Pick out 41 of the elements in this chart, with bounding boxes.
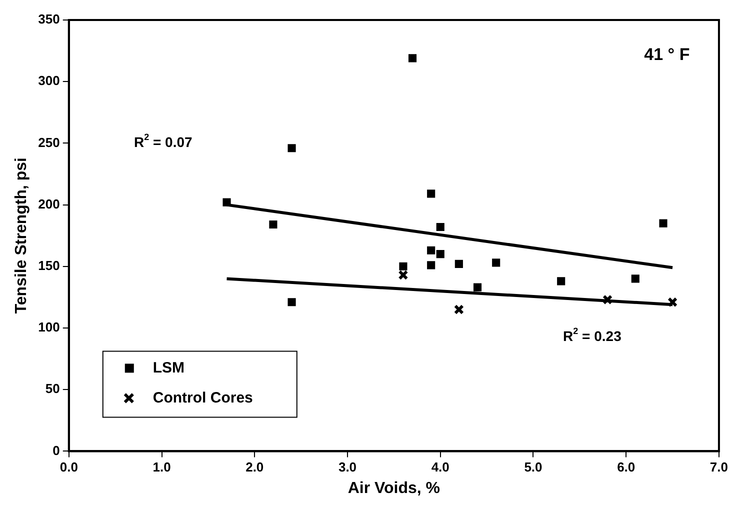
point: [399, 262, 408, 270]
x-axis-title: Air Voids, %: [348, 480, 440, 497]
point: [454, 304, 464, 315]
point: [436, 222, 444, 232]
point: [602, 294, 613, 305]
y-tick-label: 300: [38, 73, 60, 88]
legend-label: LSM: [152, 359, 185, 376]
x-tick-label: 1.0: [152, 460, 171, 475]
point: [427, 246, 436, 254]
x-tick-label: 7.0: [710, 460, 728, 475]
x-tick-label: 3.0: [338, 460, 357, 475]
y-tick-label: 350: [38, 12, 60, 27]
y-tick-label: 50: [45, 381, 60, 396]
y-tick-label: 0: [52, 442, 60, 458]
point: [427, 190, 436, 198]
x-tick-label: 2.0: [246, 460, 264, 475]
point: [427, 261, 436, 270]
legend-label: Control Cores: [152, 389, 253, 406]
point: [454, 260, 463, 268]
y-tick-label: 100: [38, 320, 60, 335]
point: [288, 144, 296, 152]
point: [557, 277, 566, 286]
point: [492, 258, 500, 267]
x-tick-label: 4.0: [431, 460, 450, 475]
point: [222, 198, 231, 206]
point: [473, 283, 482, 292]
y-tick-label: 200: [38, 196, 60, 212]
point: [408, 54, 417, 62]
annotation: 41 ° F: [644, 45, 690, 64]
point: [269, 220, 278, 229]
y-tick-label: 250: [38, 134, 60, 150]
y-axis-title: Tensile Strength, psi: [13, 158, 30, 314]
point: [659, 219, 668, 228]
point: [631, 274, 640, 283]
x-tick-label: 6.0: [617, 460, 636, 475]
point: [436, 250, 444, 258]
point: [288, 298, 296, 306]
x-tick-label: 5.0: [524, 460, 542, 475]
y-tick-label: 150: [38, 258, 60, 273]
x-tick-label: 0.0: [60, 460, 78, 475]
point: [398, 270, 408, 280]
